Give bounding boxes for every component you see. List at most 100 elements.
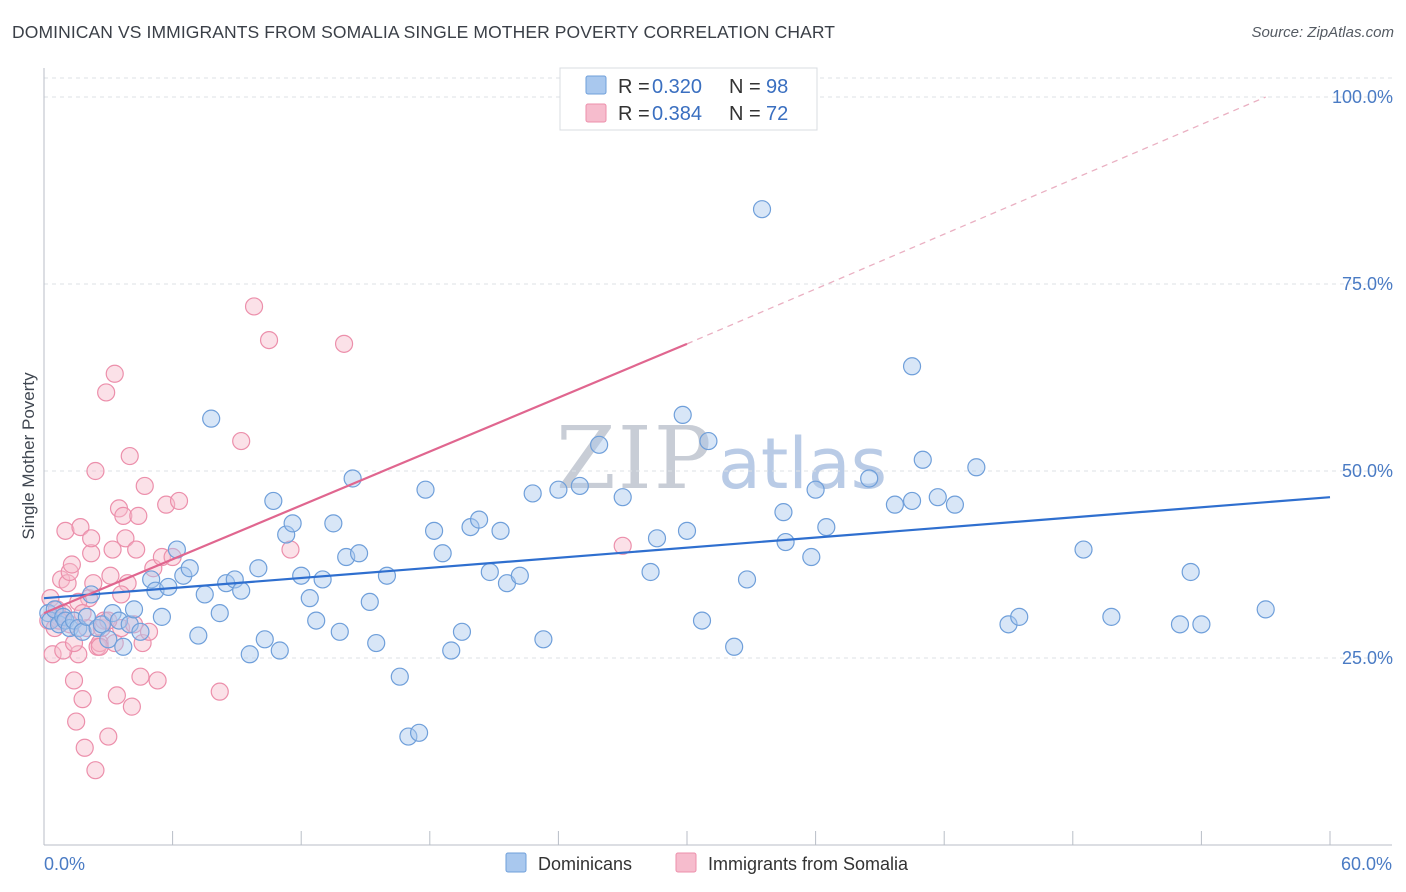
dominican-point — [885, 495, 905, 514]
y-axis-label: Single Mother Poverty — [19, 372, 38, 540]
dominican-point — [255, 630, 274, 649]
dominican-point — [1170, 615, 1190, 634]
dominican-point — [967, 458, 986, 477]
somalia-point — [259, 331, 279, 350]
dominican-point — [802, 547, 821, 567]
dominican-point — [99, 630, 118, 649]
dominican-point — [1192, 615, 1211, 634]
dominican-point — [928, 488, 947, 507]
somalia-point — [69, 645, 88, 664]
dominican-point — [902, 491, 922, 511]
somalia-trend-extension — [686, 96, 1266, 345]
dominican-point — [433, 544, 452, 563]
dominican-point — [367, 633, 386, 653]
data-points — [39, 200, 1275, 780]
legend-label-dominicans: Dominicans — [538, 854, 632, 874]
source-attribution: Source: ZipAtlas.com — [1251, 24, 1394, 41]
dominican-point — [409, 723, 429, 742]
dominican-point — [776, 532, 795, 552]
legend-label-somalia: Immigrants from Somalia — [708, 854, 909, 874]
somalia-point — [82, 544, 101, 563]
somalia-point — [281, 540, 300, 559]
dominican-point — [641, 562, 660, 582]
dominican-point — [77, 607, 96, 626]
legend-n-label-blue: N = — [729, 76, 761, 98]
somalia-point — [54, 641, 73, 660]
somalia-point — [334, 334, 354, 353]
dominican-point — [202, 409, 221, 428]
watermark-atlas: atlas — [718, 423, 887, 505]
somalia-point — [107, 686, 126, 705]
dominican-point — [324, 514, 343, 533]
dominican-point — [360, 592, 379, 612]
somalia-point — [148, 671, 167, 690]
axes — [43, 68, 1392, 846]
dominican-point — [264, 491, 283, 511]
dominican-point — [189, 626, 208, 645]
dominican-point — [913, 450, 932, 469]
dominican-trend-line — [43, 496, 1331, 600]
dominican-point — [806, 480, 825, 499]
dominican-point — [114, 637, 133, 656]
somalia-point — [56, 521, 75, 540]
somalia-point — [105, 364, 124, 383]
dominican-point — [491, 521, 510, 540]
dominican-point — [469, 510, 489, 529]
somalia-point — [71, 517, 90, 537]
dominican-point — [699, 431, 718, 451]
somalia-point — [82, 529, 101, 548]
dominican-point — [292, 566, 311, 585]
dominican-point — [307, 611, 326, 630]
somalia-point — [62, 555, 81, 574]
dominican-point — [283, 514, 302, 533]
somalia-point — [169, 491, 189, 511]
somalia-point — [131, 667, 150, 686]
legend-r-label-pink: R = — [618, 103, 650, 125]
dominican-point — [774, 503, 793, 522]
dominican-point — [277, 525, 296, 544]
somalia-point — [232, 431, 251, 451]
dominican-point — [416, 480, 435, 499]
dominican-point — [647, 529, 667, 548]
somalia-point — [86, 761, 105, 780]
stats-legend: R = 0.320 N = 98 R = 0.384 N = 72 — [559, 67, 818, 131]
dominican-point — [131, 622, 150, 641]
legend-r-value-pink: 0.384 — [652, 103, 702, 125]
dominican-point — [860, 469, 879, 488]
somalia-point — [67, 712, 86, 731]
somalia-point — [60, 562, 79, 582]
dominican-point — [442, 641, 461, 660]
legend-r-label-blue: R = — [618, 76, 650, 98]
legend-swatch-dominicans — [505, 852, 527, 873]
dominican-point — [1010, 607, 1029, 626]
dominican-point — [613, 488, 632, 507]
dominican-point — [570, 476, 589, 496]
somalia-point — [103, 540, 122, 559]
dominican-point — [232, 581, 251, 600]
x-tick-label-min: 0.0% — [44, 854, 85, 874]
legend-n-label-pink: N = — [729, 103, 761, 125]
somalia-point — [129, 506, 148, 525]
dominican-point — [210, 604, 229, 623]
somalia-point — [73, 690, 92, 709]
dominican-point — [1256, 600, 1275, 619]
watermark: ZIP atlas — [556, 409, 887, 509]
somalia-point — [122, 697, 141, 716]
somalia-point — [58, 574, 77, 593]
dominican-point — [510, 566, 529, 585]
dominican-point — [240, 645, 259, 664]
dominican-point — [313, 570, 332, 589]
dominican-point — [752, 200, 772, 219]
dominican-point — [999, 615, 1018, 634]
dominican-point — [549, 480, 568, 499]
somalia-point — [210, 682, 229, 701]
dominican-point — [249, 559, 268, 578]
dominican-point — [142, 570, 161, 589]
somalia-point — [64, 671, 84, 690]
y-tick-label: 25.0% — [1342, 648, 1393, 668]
dominican-point — [399, 727, 418, 746]
dominican-point — [270, 641, 289, 660]
somalia-point — [99, 727, 118, 746]
series-legend: Dominicans Immigrants from Somalia — [505, 852, 909, 874]
trend-lines — [43, 96, 1331, 615]
